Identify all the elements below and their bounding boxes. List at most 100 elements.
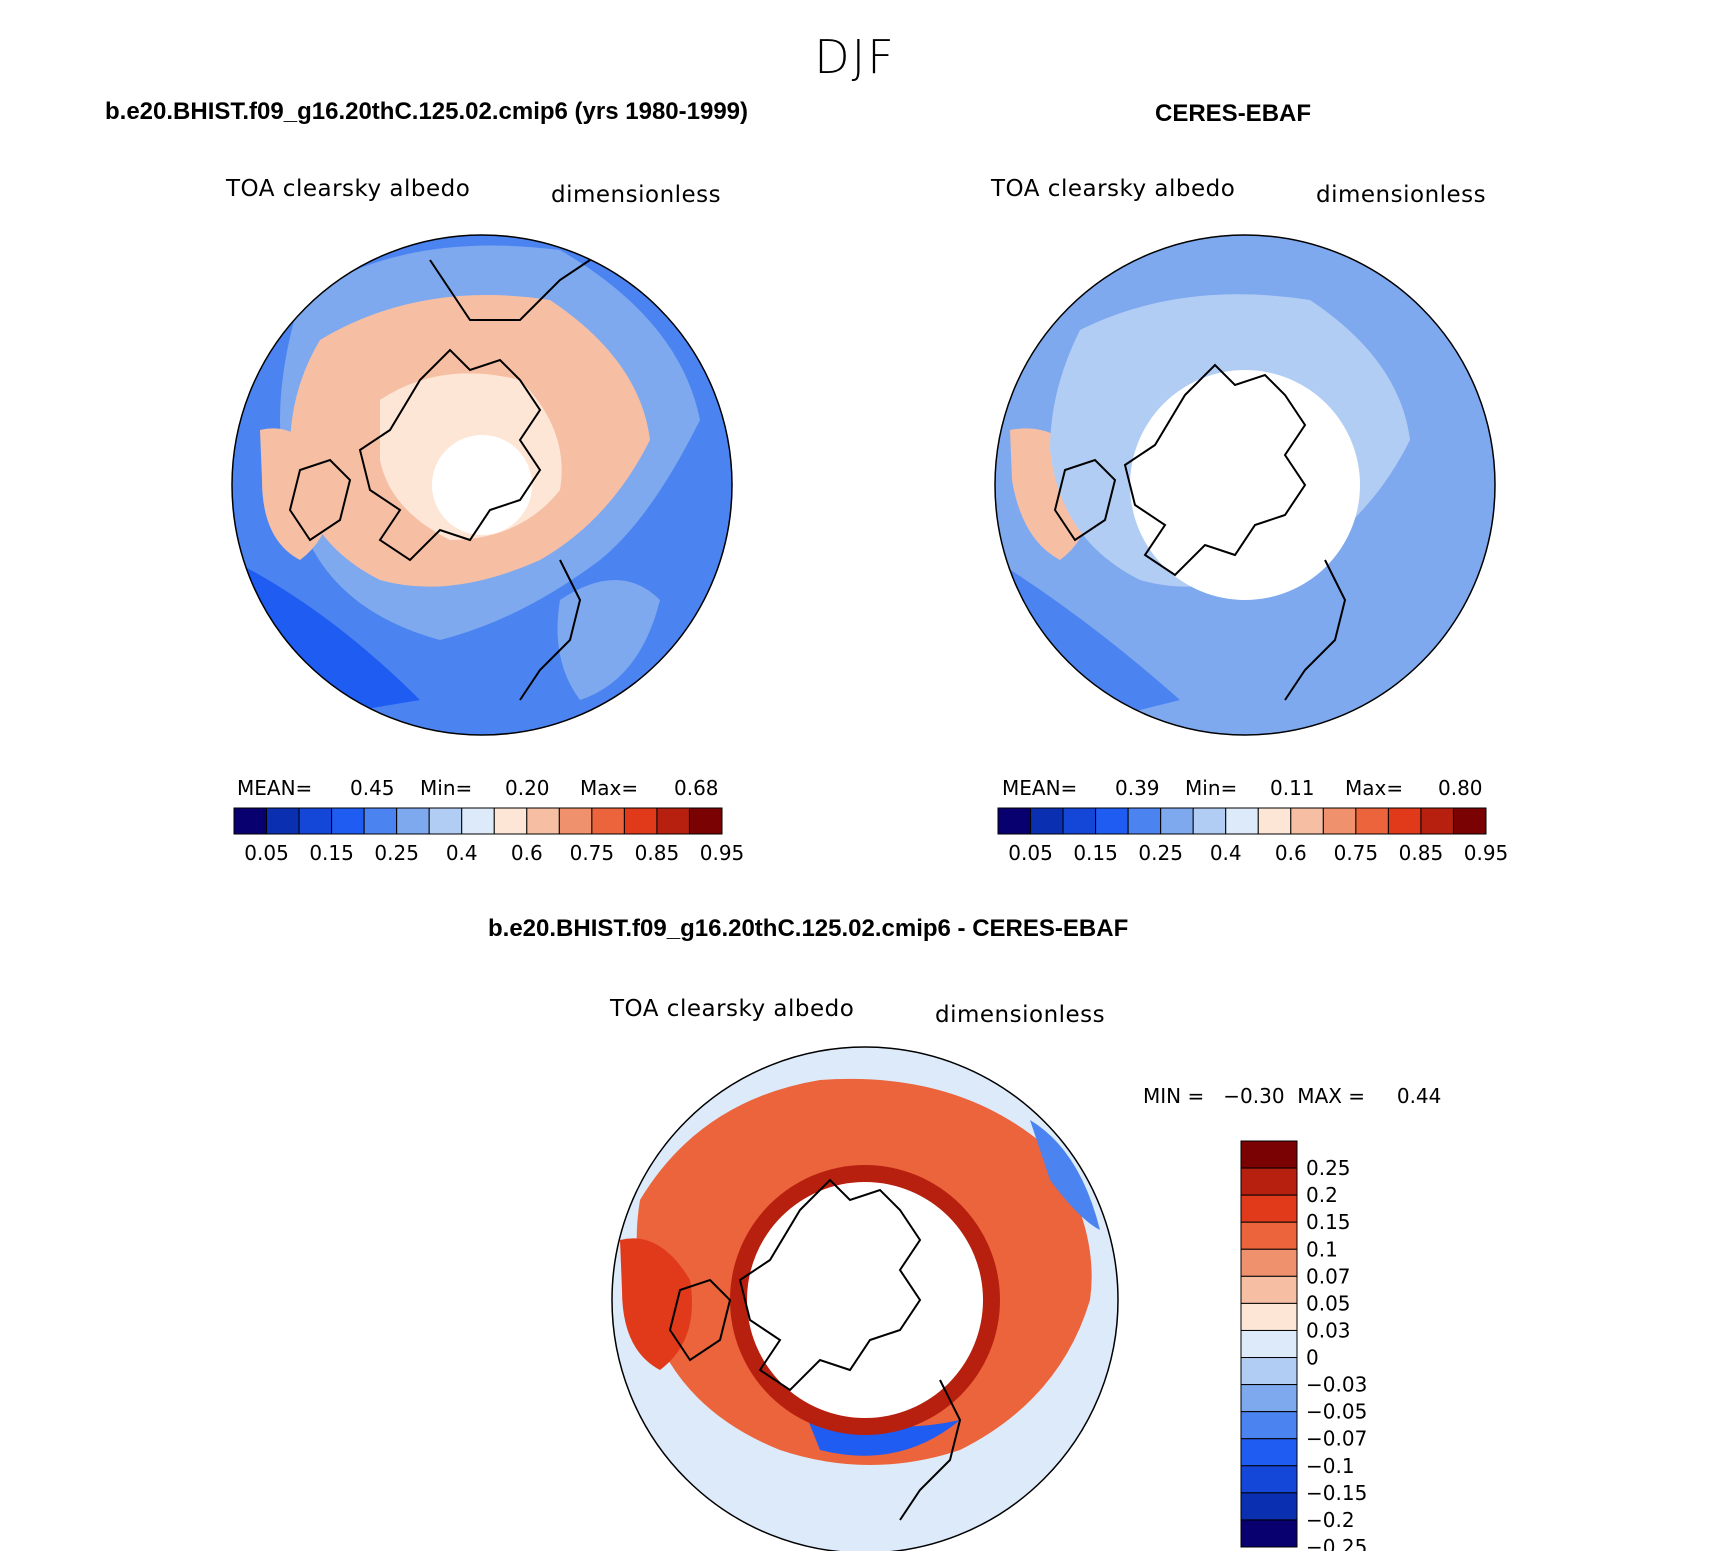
obs-min-value: 0.11 [1270,776,1315,800]
colorbar-swatch [363,807,398,835]
obs-panel-title: CERES-EBAF [1155,100,1312,127]
colorbar-tick-label: 0.15 [309,841,354,865]
colorbar-swatch [1240,1384,1298,1413]
colorbar-swatch [428,807,463,835]
diff-colorbar: 0.25 0.2 0.15 0.1 0.07 0.05 0.03 0 −0.03 −0.05 −0.… [1240,1140,1367,1551]
colorbar-tick-label: 0.05 [244,841,289,865]
diff-panel-title: b.e20.BHIST.f09_g16.20thC.125.02.cmip6 -… [488,915,1129,942]
colorbar-swatch [1160,807,1194,835]
diff-polar-map [612,1047,1118,1551]
colorbar-swatch [1322,807,1357,835]
model-mean-label: MEAN= [237,776,313,800]
colorbar-swatch [461,807,495,835]
colorbar-swatch [1240,1140,1298,1169]
colorbar-swatch [558,807,593,835]
colorbar-swatch [1240,1519,1298,1548]
colorbar-swatch [688,807,723,835]
colorbar-tick-label: 0.15 [1073,841,1118,865]
colorbar-swatch [623,807,658,835]
colorbar-swatch [1387,807,1422,835]
colorbar-tick-label: −0.15 [1306,1481,1367,1505]
colorbar-tick-label: 0.4 [1210,841,1242,865]
colorbar-swatch [1240,1411,1298,1440]
colorbar-tick-label: −0.05 [1306,1400,1367,1424]
colorbar-swatch [1240,1194,1298,1223]
obs-polar-map [995,235,1495,735]
colorbar-tick-label: 0.6 [1275,841,1307,865]
model-units-label: dimensionless [551,182,722,208]
colorbar-tick-label: −0.1 [1306,1454,1355,1478]
colorbar-tick-label: 0.95 [700,841,745,865]
obs-units-label: dimensionless [1316,182,1487,208]
season-title: DJF [814,30,896,84]
colorbar-tick-label: 0.25 [1138,841,1183,865]
colorbar-swatch [1240,1221,1298,1250]
colorbar-swatch [1240,1275,1298,1304]
colorbar-swatch [526,807,560,835]
colorbar-swatch [1290,807,1324,835]
colorbar-swatch [1030,807,1064,835]
model-max-value: 0.68 [674,776,719,800]
colorbar-swatch [233,807,268,835]
colorbar-swatch [1192,807,1227,835]
colorbar-tick-label: 0.85 [1399,841,1444,865]
colorbar-tick-label: 0.15 [1306,1210,1351,1234]
colorbar-swatch [493,807,528,835]
colorbar-swatch [1257,807,1292,835]
colorbar-swatch [1240,1465,1298,1494]
colorbar-tick-label: 0.4 [446,841,478,865]
colorbar-tick-label: −0.07 [1306,1427,1367,1451]
diff-variable-label: TOA clearsky albedo [610,996,855,1022]
colorbar-tick-label: 0.75 [1334,841,1379,865]
colorbar-swatch [1420,807,1454,835]
colorbar-tick-label: −0.25 [1306,1535,1367,1551]
colorbar-swatch [331,807,365,835]
colorbar-tick-label: 0.05 [1306,1291,1351,1315]
colorbar-swatch [1240,1329,1298,1359]
colorbar-tick-label: 0.25 [374,841,419,865]
colorbar-tick-label: 0.05 [1008,841,1053,865]
colorbar-tick-label: 0.6 [511,841,543,865]
colorbar-tick-label: 0.07 [1306,1264,1351,1288]
model-panel-title: b.e20.BHIST.f09_g16.20thC.125.02.cmip6 (… [105,98,749,125]
colorbar-tick-label: 0.85 [635,841,680,865]
obs-max-label: Max= [1345,776,1404,800]
colorbar-swatch [1095,807,1129,835]
colorbar-swatch [1355,807,1389,835]
colorbar-tick-label: 0.03 [1306,1318,1351,1342]
colorbar-tick-label: −0.2 [1306,1508,1355,1532]
colorbar-swatch [1240,1248,1298,1277]
obs-colorbar: 0.05 0.15 0.25 0.4 0.6 0.75 0.85 0.95 [997,807,1508,865]
colorbar-swatch [1062,807,1097,835]
colorbar-tick-label: 0.1 [1306,1237,1338,1261]
colorbar-swatch [997,807,1032,835]
colorbar-swatch [1240,1357,1298,1386]
colorbar-tick-label: 0.2 [1306,1183,1338,1207]
model-mean-value: 0.45 [350,776,395,800]
obs-min-label: Min= [1185,776,1238,800]
colorbar-tick-label: 0 [1306,1346,1319,1370]
diff-minmax-text: MIN = −0.30 MAX = 0.44 [1143,1084,1442,1108]
obs-mean-label: MEAN= [1002,776,1078,800]
obs-variable-label: TOA clearsky albedo [991,176,1236,202]
colorbar-swatch [266,807,300,835]
colorbar-swatch [1240,1302,1298,1331]
obs-mean-value: 0.39 [1115,776,1160,800]
colorbar-swatch [1127,807,1162,835]
model-polar-map [232,235,732,735]
model-min-value: 0.20 [505,776,550,800]
colorbar-swatch [396,807,430,835]
colorbar-swatch [1225,807,1259,835]
obs-max-value: 0.80 [1438,776,1483,800]
colorbar-swatch [1240,1167,1298,1196]
colorbar-swatch [1452,807,1487,835]
colorbar-swatch [1240,1438,1298,1467]
colorbar-tick-label: 0.95 [1464,841,1509,865]
model-max-label: Max= [580,776,639,800]
colorbar-tick-label: −0.03 [1306,1373,1367,1397]
model-min-label: Min= [420,776,473,800]
colorbar-tick-label: 0.25 [1306,1156,1351,1180]
colorbar-swatch [1240,1492,1298,1521]
model-colorbar: 0.05 0.15 0.25 0.4 0.6 0.75 0.85 0.95 [233,807,744,865]
